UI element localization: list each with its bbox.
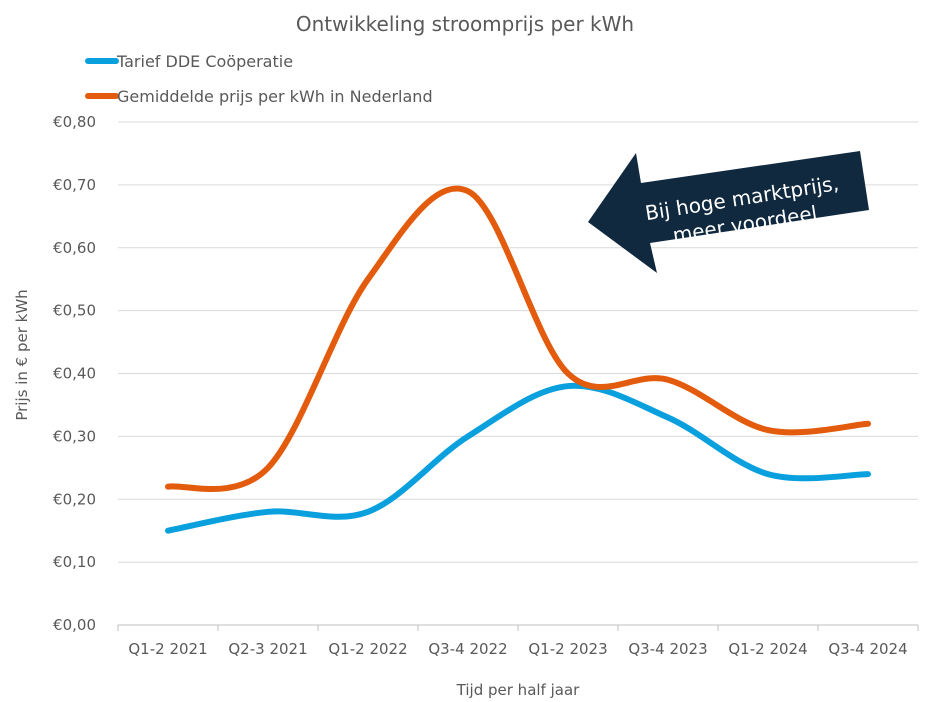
y-tick-label: €0,10 xyxy=(53,553,96,571)
x-tick-label: Q2-3 2021 xyxy=(228,640,307,658)
series-lines xyxy=(165,185,871,534)
x-tick-label: Q3-4 2023 xyxy=(628,640,707,658)
y-tick-label: €0,70 xyxy=(53,176,96,194)
x-tick-labels: Q1-2 2021 Q2-3 2021 Q1-2 2022 Q3-4 2022 Q1-2… xyxy=(117,625,919,658)
callout-arrow: Bij hoge marktprijs, meer voordeel xyxy=(588,151,869,273)
gridlines xyxy=(118,121,918,563)
x-tick-label: Q3-4 2022 xyxy=(428,640,507,658)
x-tick-label: Q3-4 2024 xyxy=(828,640,907,658)
y-tick-label: €0,50 xyxy=(53,302,96,320)
y-tick-label: €0,60 xyxy=(53,239,96,257)
legend-label-1: Gemiddelde prijs per kWh in Nederland xyxy=(117,87,433,106)
y-tick-label: €0,30 xyxy=(53,427,96,445)
x-tick-label: Q1-2 2022 xyxy=(328,640,407,658)
y-tick-label: €0,40 xyxy=(53,365,96,383)
y-tick-label: €0,00 xyxy=(53,616,96,634)
x-tick-label: Q1-2 2023 xyxy=(528,640,607,658)
y-tick-label: €0,20 xyxy=(53,490,96,508)
callout-arrow-shape xyxy=(588,151,869,273)
y-tick-label: €0,80 xyxy=(53,113,96,131)
legend-label-0: Tarief DDE Coöperatie xyxy=(116,52,293,71)
y-axis-label: Prijs in € per kWh xyxy=(13,289,31,420)
x-tick-label: Q1-2 2024 xyxy=(728,640,807,658)
series-line-0 xyxy=(165,382,871,534)
x-axis-label: Tijd per half jaar xyxy=(456,681,580,699)
legend: Tarief DDE Coöperatie Gemiddelde prijs p… xyxy=(85,52,433,106)
chart-title: Ontwikkeling stroomprijs per kWh xyxy=(296,12,634,36)
y-tick-labels: €0,00 €0,10 €0,20 €0,30 €0,40 €0,50 €0,60 €0,70… xyxy=(53,113,96,634)
series-line-1 xyxy=(165,185,871,492)
x-tick-label: Q1-2 2021 xyxy=(128,640,207,658)
